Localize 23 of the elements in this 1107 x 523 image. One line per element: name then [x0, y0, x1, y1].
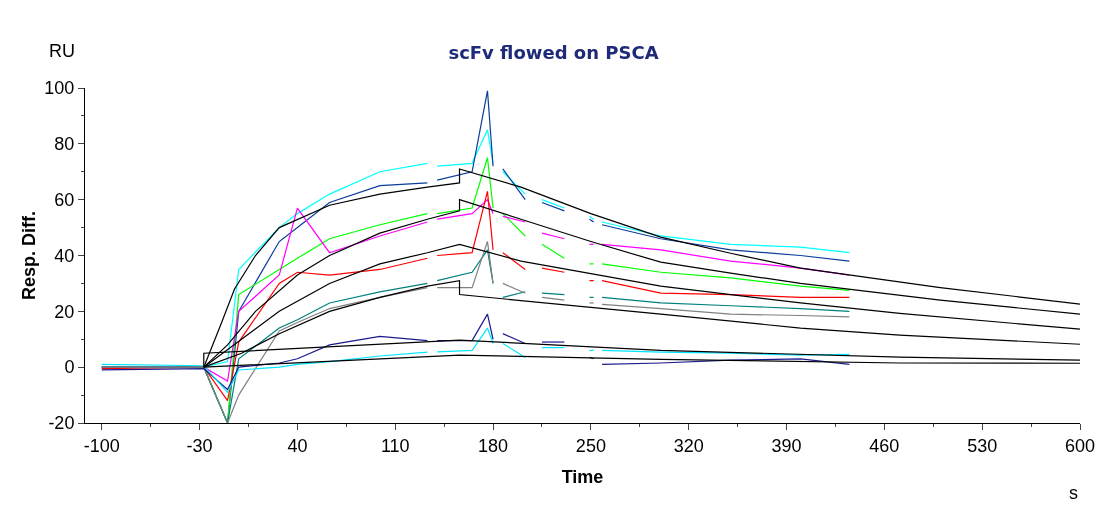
x-tick-label: 320: [673, 435, 704, 456]
x-tick-label: 460: [869, 435, 900, 456]
y-tick-label: 100: [44, 78, 75, 99]
x-tick-label: -100: [83, 435, 120, 456]
x-tick-label: 40: [287, 435, 308, 456]
x-tick-label: -30: [186, 435, 213, 456]
y-tick-label: 0: [64, 357, 75, 378]
x-tick-label: 250: [575, 435, 606, 456]
x-tick-label: 110: [380, 435, 410, 456]
y-tick-label: 40: [54, 245, 75, 266]
chart-title: scFv flowed on PSCA: [448, 41, 659, 63]
y-tick-label: 60: [54, 189, 75, 210]
x-tick-label: 390: [771, 435, 802, 456]
text: RU: [49, 41, 75, 61]
x-axis-title: Time: [561, 466, 604, 487]
y-tick-label: 80: [54, 134, 75, 155]
y-tick-label: -20: [48, 413, 75, 434]
y-axis-title: Resp. Diff.: [18, 210, 39, 301]
x-tick-label: 530: [967, 435, 998, 456]
x-tick-label: 180: [478, 435, 509, 456]
text: s: [1069, 483, 1078, 503]
x-tick-label: 600: [1064, 435, 1096, 456]
y-tick-label: 20: [54, 301, 75, 322]
